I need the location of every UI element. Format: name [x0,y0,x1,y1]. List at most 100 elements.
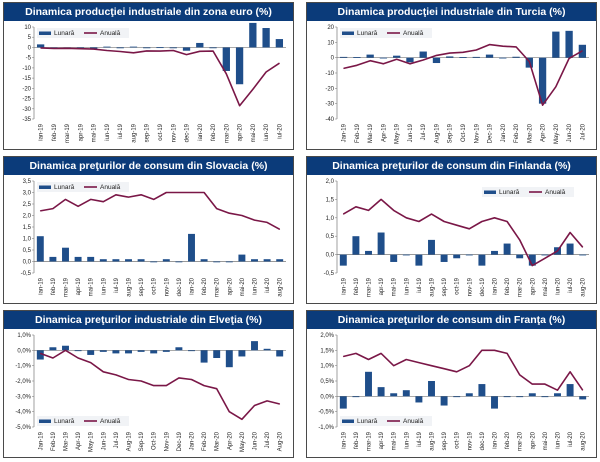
x-tick-label: Jun-19 [408,123,414,142]
x-tick-label: Mar-19 [368,123,374,143]
legend-label-monthly: Lunară [54,30,75,37]
bar-monthly [512,56,520,58]
bar-monthly [235,47,244,85]
point-annual [140,380,142,382]
bar-monthly [339,56,348,58]
bar-monthly [579,396,587,400]
point-annual [90,199,92,200]
point-annual [342,356,344,357]
x-tick-label: iun-20 [556,277,562,294]
bar-monthly [175,347,183,351]
point-annual [506,221,508,222]
bar-monthly [200,350,208,363]
chart-panel-eurozone-industrial: Dinamica producţiei industriale din zona… [3,2,294,150]
bar-monthly [440,396,448,406]
x-tick-label: Nov-19 [164,431,170,451]
chart-eurozone-industrial: 10 5 0 -5 -10 -15 -20 -25 -30 -35 ian-19 feb-19 mar-… [22,22,286,143]
chart-panel-switzerland-ppi: Dinamica preţurilor industriale din Elve… [3,310,294,458]
y-tick-label: 0,0% [320,394,334,400]
bar-monthly [62,247,69,262]
legend-label-annual: Anuală [100,30,121,37]
point-annual [102,371,104,373]
y-tick-label: -1,0% [15,364,31,370]
chart-switzerland-ppi: 1,0% 0,0% -1,0% -2,0% -3,0% -4,0% -5,0% Jan-19 F… [15,333,286,452]
legend-box [340,28,432,38]
point-annual [153,385,155,386]
x-tick-label: apr-20 [227,277,233,295]
x-tick-label: ian-19 [39,123,45,140]
bar-monthly [150,350,158,354]
x-tick-label: Feb-19 [51,431,57,451]
point-annual [443,368,445,370]
chart-title: Dinamica preţurilor industriale din Elve… [4,311,293,329]
x-tick-label: feb-19 [51,277,57,295]
x-tick-label: May-19 [395,123,401,144]
y-tick-label: -25 [22,97,31,103]
point-annual [146,50,148,52]
point-annual [128,196,129,198]
point-annual [544,383,546,385]
bar-monthly [377,232,385,255]
x-tick-label: iul-19 [114,277,120,292]
bar-monthly [415,254,423,266]
point-annual [380,199,382,200]
chart-turkey-industrial: 20 10 0 -10 -20 -30 -40 Jan-19 Feb-19 Mar-19 Apr-1… [325,25,589,144]
bar-monthly [99,350,107,352]
bar-monthly [365,371,372,397]
chart-panel-france-cpi: Dinamica preţurilor de consum din Franţa… [306,310,597,458]
line-annual [40,47,280,107]
y-tick-label: 1,0 [23,237,32,243]
point-annual [531,383,533,385]
x-tick-label: Aug-20 [278,431,284,451]
point-annual [172,50,174,51]
x-tick-label: iun-20 [264,123,270,140]
x-tick-label: apr-19 [379,431,385,449]
x-tick-label: Jan-19 [342,123,348,142]
point-annual [93,48,95,50]
line-annual [343,349,584,392]
bar-monthly [352,236,360,255]
y-tick-label: -20 [22,86,31,92]
x-tick-label: oct-19 [455,277,461,294]
point-annual [582,246,584,248]
x-tick-label: mar-20 [224,123,230,143]
bar-monthly [225,350,233,368]
x-tick-label: feb-20 [211,123,217,141]
point-annual [106,50,108,51]
x-tick-label: mar-20 [518,277,524,297]
point-annual [39,353,41,354]
x-tick-label: mar-19 [367,277,373,297]
point-annual [468,228,470,230]
x-tick-label: Oct-19 [461,123,467,142]
y-tick-label: 0,0 [23,260,32,266]
chart-finland-cpi: 2,0 1,5 1,0 0,5 0,0 -0,5 ian-19 feb-19 mar-19 apr… [324,179,589,297]
bar-monthly [440,254,448,262]
x-tick-label: ian-19 [38,277,44,294]
point-annual [431,213,432,215]
x-tick-label: Feb-20 [514,123,520,143]
y-tick-label: 2,5 [23,202,32,208]
bar-monthly [478,254,486,266]
x-tick-label: Feb-20 [202,431,208,451]
bar-monthly [459,57,467,58]
point-annual [422,59,424,61]
x-tick-label: aug-20 [581,431,587,450]
y-tick-label: -30 [22,107,31,113]
x-tick-label: ian-19 [341,431,347,448]
y-tick-label: 10 [24,25,31,31]
x-tick-label: oct-19 [455,431,461,448]
point-annual [239,105,240,107]
chart-panel-finland-cpi: Dinamica preţurilor de consum din Finlan… [306,156,597,304]
point-annual [409,63,411,65]
bar-monthly [541,254,549,256]
x-tick-label: mai-19 [392,431,398,450]
x-tick-label: mai-20 [543,431,549,450]
bar-monthly [169,47,177,49]
bar-monthly [36,44,45,48]
point-annual [569,371,571,373]
bar-monthly [275,39,284,48]
bar-monthly [36,350,44,360]
line-annual [343,43,583,106]
y-tick-label: 1,0% [320,364,334,370]
chart-title: Dinamica producţiei industriale din Turc… [307,3,596,21]
